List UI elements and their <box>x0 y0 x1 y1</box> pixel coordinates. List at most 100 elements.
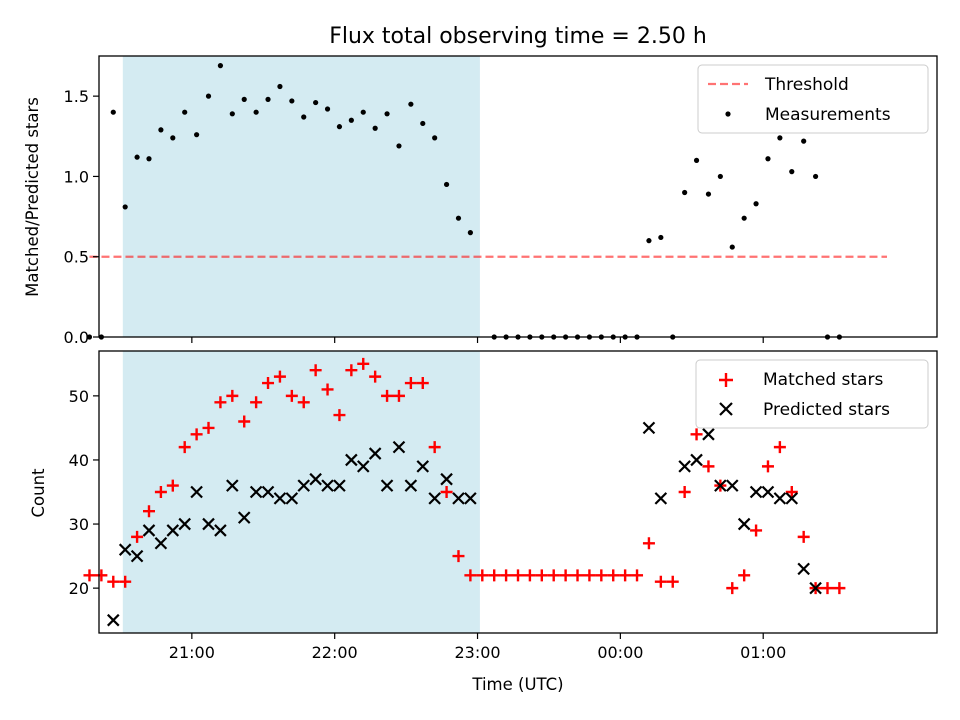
matched-star-point <box>404 377 417 390</box>
matched-legend-swatch <box>719 373 733 387</box>
matched-star-point <box>309 364 322 377</box>
matched-star-point <box>666 575 679 588</box>
predicted-star-point <box>725 479 739 492</box>
measurement-point <box>646 238 652 244</box>
predicted-star-point <box>702 428 715 441</box>
x-tick-label: 21:00 <box>169 643 215 662</box>
predicted-star-point <box>190 485 203 499</box>
matched-star-point <box>523 569 536 582</box>
matched-star-point <box>190 428 203 441</box>
measurement-point <box>408 101 414 107</box>
matched-star-point <box>785 486 798 498</box>
matched-star-point <box>381 389 394 402</box>
measurement-point <box>289 98 295 104</box>
matched-star-point <box>583 569 596 582</box>
measurement-point <box>241 96 247 102</box>
bottom-panel: 20 30 40 50 21:00 22:00 23:00 00:00 01:00 Count… <box>29 350 938 694</box>
measurement-point <box>384 111 390 117</box>
measurement-point <box>801 138 807 144</box>
measurement-point <box>741 215 747 221</box>
predicted-star-point <box>642 421 656 435</box>
bottom-x-ticks: 21:00 22:00 23:00 00:00 01:00 <box>169 633 786 662</box>
measurement-point <box>146 156 152 162</box>
y-tick-label: 40 <box>69 451 89 470</box>
measurement-point <box>717 173 723 180</box>
predicted-star-point <box>809 581 822 595</box>
predicted-star-point <box>761 485 775 499</box>
x-tick-label: 23:00 <box>454 643 500 662</box>
measurement-point <box>396 143 402 149</box>
x-tick-label: 00:00 <box>597 643 643 662</box>
predicted-star-point <box>154 536 168 550</box>
predicted-star-point <box>749 485 763 499</box>
predicted-star-point <box>690 453 703 467</box>
matched-star-point <box>226 389 239 402</box>
matched-star-point <box>547 569 560 582</box>
predicted-star-point <box>237 511 251 524</box>
predicted-legend-swatch <box>719 402 733 416</box>
measurement-point <box>253 109 259 115</box>
predicted-star-point <box>416 460 430 473</box>
matched-star-point <box>273 370 286 383</box>
measurement-point <box>217 63 224 69</box>
matched-star-point <box>488 569 501 582</box>
measurement-point <box>360 109 366 115</box>
chart-title: Flux total observing time = 2.50 h <box>329 24 707 49</box>
measurement-point <box>182 109 188 115</box>
matched-star-point <box>761 460 774 473</box>
y-tick-label: 50 <box>69 387 89 406</box>
matched-star-point <box>131 530 144 543</box>
bottom-y-axis-label: Count <box>29 468 48 518</box>
predicted-star-point <box>428 492 441 505</box>
measurement-point <box>765 156 771 162</box>
measurement-point <box>313 99 319 106</box>
predicted-star-point <box>356 460 370 473</box>
y-tick-label: 0.5 <box>64 248 89 267</box>
legend-label-threshold: Threshold <box>764 75 849 95</box>
matched-star-point <box>702 460 715 473</box>
matched-star-point <box>833 582 846 595</box>
y-tick-label: 1.5 <box>64 87 89 106</box>
measurement-point <box>729 244 735 250</box>
predicted-star-point <box>333 479 346 492</box>
predicted-star-point <box>321 479 334 492</box>
matched-star-point <box>107 575 120 588</box>
predicted-star-point <box>142 524 156 537</box>
measurement-point <box>134 154 140 160</box>
predicted-star-point <box>380 479 394 492</box>
top-highlight-layer <box>122 56 480 337</box>
measurement-point <box>443 181 450 188</box>
matched-star-point <box>357 357 370 370</box>
matched-star-point <box>202 421 215 434</box>
matched-star-point <box>512 569 524 582</box>
measurement-point <box>348 117 354 123</box>
measurement-point <box>205 93 212 99</box>
predicted-star-point <box>130 549 144 563</box>
measurement-point <box>658 234 664 241</box>
measurement-point <box>194 132 200 138</box>
predicted-star-point <box>392 440 406 454</box>
matched-star-point <box>297 396 310 409</box>
matched-star-point <box>797 530 810 543</box>
measurement-point <box>455 215 462 221</box>
predicted-star-point <box>202 517 215 531</box>
measurement-point <box>432 135 438 141</box>
predicted-star-point <box>452 492 465 505</box>
matched-star-point <box>619 569 632 582</box>
matched-star-point <box>178 441 191 454</box>
matched-star-point <box>500 569 513 582</box>
predicted-star-point <box>404 479 418 492</box>
matched-star-point <box>773 441 786 454</box>
matched-star-point <box>571 569 584 582</box>
predicted-star-point <box>107 613 120 627</box>
matched-star-point <box>345 364 358 377</box>
matched-star-point <box>595 569 608 582</box>
predicted-star-point <box>261 485 275 499</box>
measurement-point <box>301 114 307 120</box>
matched-star-point <box>369 370 382 383</box>
measurement-point <box>110 109 116 115</box>
predicted-star-point <box>118 543 132 556</box>
x-axis-label: Time (UTC) <box>471 675 563 694</box>
measurement-point <box>122 204 128 210</box>
measurement-point <box>467 230 473 236</box>
